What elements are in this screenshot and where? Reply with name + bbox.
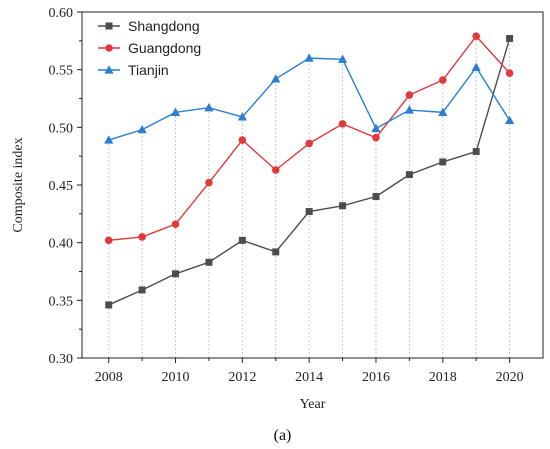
- data-point-guangdong: [205, 178, 213, 187]
- legend-marker: [105, 44, 113, 52]
- x-tick-label: 2018: [429, 370, 457, 385]
- legend-label: Shangdong: [128, 18, 200, 34]
- data-point-guangdong: [238, 136, 247, 144]
- legend-item-tianjin: Tianjin: [98, 62, 169, 78]
- series-lines: [104, 32, 515, 309]
- y-tick-label: 0.45: [49, 179, 74, 194]
- data-point-shangdong: [172, 270, 180, 278]
- y-tick-label: 0.50: [49, 121, 74, 136]
- series-tianjin: [104, 53, 515, 144]
- data-point-shangdong: [472, 148, 480, 156]
- data-point-guangdong: [305, 139, 313, 148]
- data-point-guangdong: [438, 76, 447, 84]
- grid-lines: [108, 36, 511, 358]
- data-point-tianjin: [304, 53, 314, 62]
- tick-marks: 2008 2010 2012 2014 2016 2018 2020 0.30 0.35 0.40…: [49, 6, 524, 385]
- data-point-guangdong: [505, 69, 514, 77]
- legend-label: Tianjin: [128, 62, 169, 78]
- y-tick-label: 0.55: [49, 64, 74, 79]
- figure-caption: (a): [274, 427, 292, 444]
- data-point-guangdong: [472, 32, 480, 41]
- legend-marker: [105, 22, 113, 30]
- data-point-shangdong: [138, 286, 146, 294]
- data-point-shangdong: [205, 258, 213, 266]
- data-point-guangdong: [171, 220, 180, 229]
- data-point-tianjin: [271, 74, 281, 83]
- data-point-tianjin: [337, 54, 348, 63]
- data-point-tianjin: [137, 124, 147, 134]
- data-point-shangdong: [405, 171, 413, 179]
- x-tick-label: 2016: [362, 370, 390, 385]
- x-tick-label: 2008: [95, 370, 123, 385]
- data-point-tianjin: [104, 135, 114, 144]
- legend-label: Guangdong: [128, 40, 201, 56]
- legend-marker: [104, 65, 114, 74]
- y-tick-label: 0.60: [49, 6, 74, 21]
- x-axis-label: Year: [300, 397, 326, 412]
- data-point-tianjin: [438, 107, 448, 116]
- data-point-tianjin: [170, 107, 181, 116]
- data-point-guangdong: [271, 166, 280, 174]
- data-point-shangdong: [238, 236, 246, 244]
- data-point-shangdong: [506, 35, 514, 43]
- data-point-guangdong: [138, 233, 146, 241]
- legend-item-shangdong: Shangdong: [98, 18, 200, 34]
- series-shangdong: [105, 35, 514, 309]
- data-point-shangdong: [339, 202, 347, 210]
- x-tick-label: 2014: [295, 370, 323, 385]
- y-tick-label: 0.40: [49, 237, 74, 252]
- data-point-tianjin: [404, 105, 414, 114]
- data-point-tianjin: [371, 123, 381, 133]
- data-point-tianjin: [504, 115, 515, 125]
- series-guangdong: [104, 32, 514, 245]
- data-point-shangdong: [272, 248, 280, 256]
- legend-item-guangdong: Guangdong: [98, 40, 201, 56]
- data-point-shangdong: [305, 208, 313, 216]
- x-tick-label: 2020: [496, 370, 524, 385]
- data-point-tianjin: [471, 62, 481, 71]
- data-point-shangdong: [439, 158, 447, 166]
- legend: Shangdong Guangdong Tianjin: [98, 18, 201, 78]
- x-tick-label: 2010: [162, 370, 190, 385]
- y-axis-label: Composite index: [11, 137, 26, 232]
- data-point-tianjin: [204, 102, 214, 112]
- y-tick-label: 0.35: [49, 294, 74, 309]
- data-point-tianjin: [237, 112, 247, 121]
- data-point-guangdong: [104, 236, 113, 245]
- data-point-guangdong: [372, 133, 380, 142]
- data-point-guangdong: [405, 91, 414, 99]
- data-point-guangdong: [338, 120, 347, 128]
- x-tick-label: 2012: [228, 370, 256, 385]
- data-point-shangdong: [105, 301, 113, 309]
- y-tick-label: 0.30: [49, 352, 74, 367]
- data-point-shangdong: [372, 193, 380, 201]
